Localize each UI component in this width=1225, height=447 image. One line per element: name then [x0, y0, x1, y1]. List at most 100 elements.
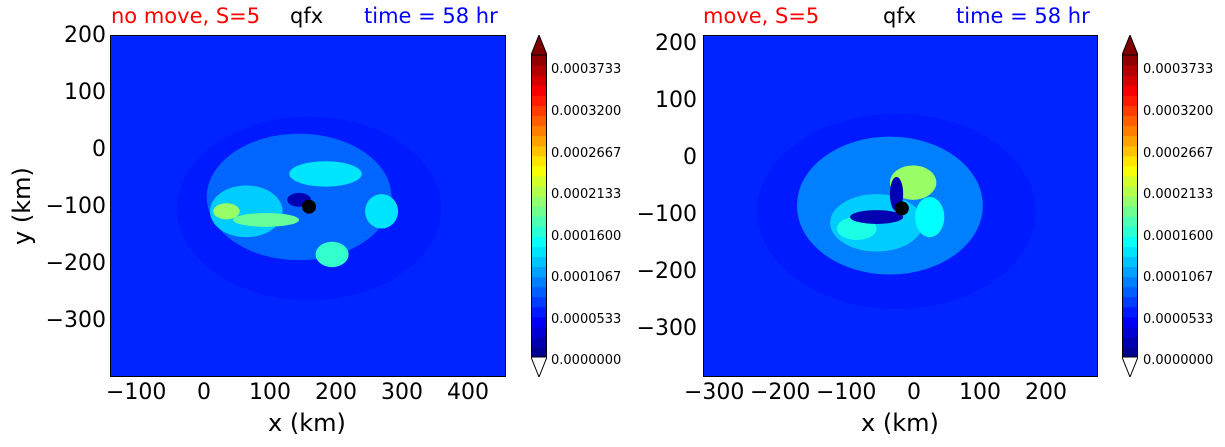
colorbar-segment [531, 75, 547, 86]
colorbar-segment [1122, 266, 1138, 278]
colorbar-segment [1122, 155, 1138, 167]
colorbar-segment [531, 306, 547, 318]
colorbar-tick-label: 0.0001067 [551, 270, 622, 285]
colorbar [1122, 35, 1138, 377]
colorbar-segment [1122, 75, 1138, 86]
colorbar-segment [531, 336, 547, 348]
y-tick-label: 100 [64, 80, 106, 105]
colorbar-tick-label: 0.0003200 [551, 104, 622, 119]
y-tick-label: −200 [636, 259, 697, 284]
colorbar-segment [531, 115, 547, 127]
colorbar-segment [531, 246, 547, 257]
colorbar-tick-label: 0.0003733 [1143, 62, 1214, 77]
panel-no-move: no move, S=5 qfx time = 58 hr 200 100 0 … [0, 0, 621, 447]
colorbar-tick-label: 0.0001067 [1143, 270, 1214, 285]
colorbar-frame [531, 54, 547, 358]
x-tick-label: −100 [106, 380, 167, 405]
colorbar-segment [1122, 175, 1138, 187]
y-tick-label: −300 [636, 316, 697, 341]
colorbar-segment [531, 276, 547, 288]
heatmap-contour-region [365, 194, 399, 229]
colorbar-segment [1122, 286, 1138, 298]
colorbar-segment [1122, 236, 1138, 247]
x-tick-label: −300 [684, 380, 745, 405]
colorbar [531, 35, 547, 377]
colorbar-tick-label: 0.0002667 [551, 146, 622, 161]
y-tick-label: 0 [92, 137, 106, 162]
x-tick-label: 200 [1025, 380, 1067, 405]
y-tick-label: −300 [45, 308, 106, 333]
colorbar-tick-label: 0.0000000 [551, 353, 622, 368]
colorbar-segment [1122, 276, 1138, 288]
colorbar-segment [1122, 105, 1138, 116]
colorbar-segment [1122, 256, 1138, 267]
y-tick-label: −100 [636, 202, 697, 227]
colorbar-segment [531, 296, 547, 308]
colorbar-segment [531, 346, 547, 358]
colorbar-segment [1122, 65, 1138, 76]
heatmap-plot-area [110, 35, 506, 377]
panel-title-left: move, S=5 [703, 4, 820, 28]
colorbar-segment [1122, 135, 1138, 147]
storm-center-marker [894, 201, 909, 216]
colorbar-segment [531, 256, 547, 267]
y-tick-label: 0 [683, 145, 697, 170]
y-tick-label: −100 [45, 194, 106, 219]
colorbar-segment [531, 286, 547, 298]
colorbar-segment [1122, 165, 1138, 177]
heatmap-plot-area [703, 35, 1098, 377]
x-tick-label: −100 [816, 380, 877, 405]
colorbar-segment [1122, 296, 1138, 308]
colorbar-segment [1122, 316, 1138, 328]
colorbar-svg [531, 35, 547, 377]
colorbar-segment [531, 326, 547, 338]
colorbar-segment [1122, 216, 1138, 227]
colorbar-segment [1122, 125, 1138, 137]
x-tick-label: 200 [315, 380, 357, 405]
heatmap-contour-region [233, 213, 300, 227]
colorbar-segment [531, 145, 547, 157]
colorbar-segment [1122, 206, 1138, 217]
colorbar-extend-min [1122, 356, 1138, 377]
colorbar-segment [1122, 326, 1138, 338]
colorbar-segment [531, 175, 547, 187]
colorbar-svg [1122, 35, 1138, 377]
x-tick-label: 300 [381, 380, 423, 405]
x-tick-label: 100 [959, 380, 1001, 405]
colorbar-segment [1122, 115, 1138, 127]
colorbar-segment [1122, 336, 1138, 348]
colorbar-segment [531, 266, 547, 278]
colorbar-tick-label: 0.0000533 [551, 312, 622, 327]
colorbar-segment [1122, 145, 1138, 157]
panel-title-left: no move, S=5 [111, 4, 261, 28]
heatmap-contour-region [850, 210, 904, 224]
colorbar-segment [531, 185, 547, 197]
x-axis-label: x (km) [268, 409, 346, 437]
y-tick-label: 200 [655, 31, 697, 56]
colorbar-segment [1122, 185, 1138, 197]
colorbar-segment [531, 226, 547, 237]
colorbar-tick-label: 0.0000533 [1143, 312, 1214, 327]
x-axis-label: x (km) [861, 409, 939, 437]
panel-title-right: time = 58 hr [956, 4, 1090, 28]
colorbar-segment [531, 135, 547, 147]
panel-title-center: qfx [290, 4, 324, 28]
panel-title-right: time = 58 hr [364, 4, 498, 28]
heatmap-contour-region [315, 241, 349, 268]
colorbar-segment [531, 85, 547, 96]
heatmap-contour-region [289, 161, 362, 187]
colorbar-segment [1122, 346, 1138, 358]
colorbar-segment [1122, 195, 1138, 207]
x-tick-label: 100 [249, 380, 291, 405]
colorbar-tick-label: 0.0002667 [1143, 146, 1214, 161]
colorbar-segment [1122, 226, 1138, 237]
heatmap-contour-region [213, 203, 240, 220]
colorbar-tick-label: 0.0002133 [551, 187, 622, 202]
heatmap-svg [111, 36, 505, 376]
x-tick-label: 400 [447, 380, 489, 405]
colorbar-tick-label: 0.0001600 [551, 229, 622, 244]
storm-center-marker [302, 199, 316, 214]
colorbar-tick-label: 0.0001600 [1143, 229, 1214, 244]
colorbar-tick-label: 0.0003200 [1143, 104, 1214, 119]
colorbar-segment [1122, 55, 1138, 66]
